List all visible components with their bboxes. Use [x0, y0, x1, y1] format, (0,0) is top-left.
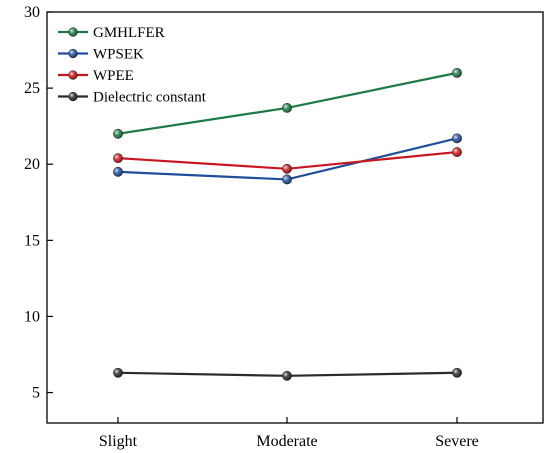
legend-marker-highlight	[68, 27, 78, 37]
series-3	[113, 367, 462, 381]
series-2	[113, 147, 462, 174]
legend-label: Dielectric constant	[93, 90, 207, 106]
legend-entry: Dielectric constant	[58, 90, 207, 106]
y-tick-label: 10	[24, 308, 40, 325]
legend-label: WPSEK	[93, 47, 144, 63]
y-tick-label: 20	[24, 156, 40, 173]
data-point-highlight	[113, 167, 123, 177]
y-tick-label: 25	[24, 80, 40, 97]
x-tick-label: Moderate	[256, 433, 317, 450]
data-point-highlight	[452, 68, 462, 78]
legend-marker-highlight	[68, 70, 78, 80]
legend-entry: GMHLFER	[58, 25, 165, 41]
data-point-highlight	[113, 368, 123, 378]
legend-entry: WPSEK	[58, 47, 144, 63]
data-point-highlight	[452, 368, 462, 378]
x-axis: Slight Moderate Severe	[99, 417, 479, 450]
legend: GMHLFER WPSEK WPEE Dielectric constant	[58, 25, 207, 106]
x-tick-label: Slight	[99, 433, 138, 450]
series-0	[113, 67, 462, 139]
y-axis: 5 10 15 20 25 30	[24, 4, 53, 402]
y-tick-label: 5	[32, 385, 40, 402]
data-point-highlight	[113, 153, 123, 163]
legend-marker-highlight	[68, 92, 78, 101]
y-tick-label: 15	[24, 232, 40, 249]
series-1	[113, 133, 462, 185]
data-point-highlight	[282, 174, 292, 185]
data-point-highlight	[452, 147, 462, 157]
plot-frame	[46, 11, 544, 424]
x-tick-label: Severe	[435, 433, 479, 450]
data-point-highlight	[452, 133, 462, 143]
legend-label: WPEE	[93, 68, 134, 84]
data-point-highlight	[282, 164, 292, 174]
legend-entry: WPEE	[58, 68, 134, 84]
data-point-highlight	[282, 103, 292, 113]
data-point-highlight	[282, 371, 292, 381]
legend-label: GMHLFER	[93, 25, 165, 41]
legend-marker-highlight	[68, 49, 78, 58]
data-point-highlight	[113, 129, 123, 139]
y-tick-label: 30	[24, 4, 40, 21]
series-layer	[113, 67, 462, 381]
